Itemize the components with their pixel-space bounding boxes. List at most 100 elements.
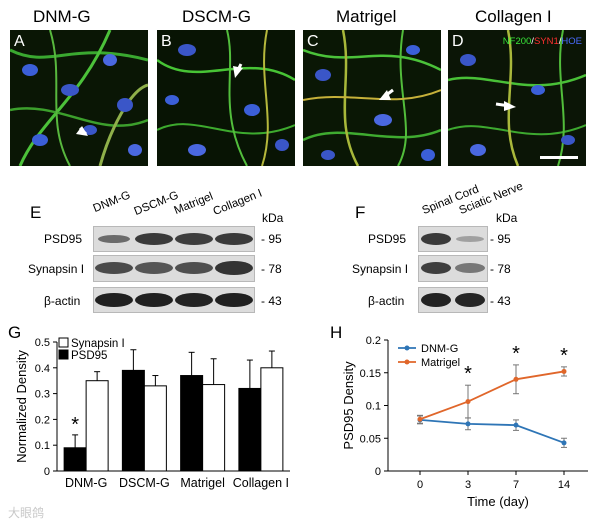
micrograph-b-image — [157, 30, 295, 166]
micrograph-d: D NF200/SYN1/HOE — [448, 30, 586, 166]
blot-e-bactin-strip — [93, 287, 255, 313]
chart-h-xtick-label: 14 — [558, 479, 570, 491]
chart-g-ytick-label: 0.3 — [35, 389, 50, 401]
chart-h-ytick-label: 0.2 — [366, 335, 381, 347]
chart-h-legend-marker — [404, 345, 410, 351]
chart-h-significance-star: * — [560, 345, 568, 367]
chart-h-legend-label: DNM-G — [421, 343, 458, 355]
panel-letter-g: G — [8, 323, 22, 342]
stain-syn1: SYN1 — [533, 36, 559, 47]
blot-f-row-synapsin: Synapsin I — [352, 262, 409, 276]
panel-letter-d: D — [452, 33, 464, 50]
blot-e-lane-2: DSCM-G — [132, 189, 181, 218]
panel-letter-e: E — [30, 203, 42, 222]
chart-g-significance-star: * — [71, 414, 79, 436]
chart-g-bar — [202, 384, 226, 472]
micrograph-title-collagen: Collagen I — [475, 7, 552, 26]
blot-f-kda-95: - 95 — [490, 232, 511, 246]
blot-f-synapsin-strip — [418, 255, 488, 282]
chart-g-xtick-label: Collagen I — [233, 476, 289, 490]
chart-g-bar — [63, 447, 87, 472]
chart-g-bar — [180, 375, 204, 472]
chart-g-legend-swatch — [58, 349, 69, 360]
chart-h-point — [513, 376, 519, 382]
chart-g-bar — [143, 385, 167, 472]
chart-g-ylabel: Normalized Density — [14, 350, 29, 463]
chart-g: 0 0.1 0.2 0.3 0.4 0.5 Normalized Density DNM-G D… — [14, 337, 290, 490]
micrograph-title-matrigel: Matrigel — [336, 7, 397, 26]
chart-g-xtick-label: Matrigel — [180, 476, 224, 490]
blot-e-synapsin-strip — [93, 255, 255, 282]
micrograph-title-dscmg: DSCM-G — [182, 7, 251, 26]
micrograph-c-image — [303, 30, 441, 166]
chart-g-legend-swatch — [58, 337, 69, 348]
chart-h: 0 0.05 0.1 0.15 0.2 0 3 7 14 Time (day) PSD95 Dens… — [341, 335, 588, 509]
chart-g-ytick-label: 0.4 — [35, 363, 50, 375]
micrograph-a-image — [10, 30, 148, 166]
blot-f-bactin-strip — [418, 287, 488, 313]
chart-h-point — [561, 440, 567, 446]
chart-h-series-line — [419, 370, 565, 421]
chart-h-legend-label: Matrigel — [421, 357, 460, 369]
chart-h-legend-marker — [404, 359, 410, 365]
blot-f-row-bactin: β-actin — [368, 294, 405, 308]
chart-h-point — [561, 368, 567, 374]
chart-g-ytick-label: 0 — [44, 466, 50, 478]
chart-h-xtick-label: 7 — [513, 479, 519, 491]
blot-e-psd95-strip — [93, 226, 255, 252]
stain-slash-2: / — [558, 36, 562, 47]
chart-g-bar — [121, 369, 145, 472]
chart-g-xtick-label: DSCM-G — [119, 476, 170, 490]
blot-e-row-psd95: PSD95 — [44, 232, 83, 246]
blot-e-row-bactin: β-actin — [44, 294, 81, 308]
chart-g-xtick-label: DNM-G — [65, 476, 107, 490]
chart-g-ytick-label: 0.5 — [35, 337, 50, 349]
stain-hoe: HOE — [561, 36, 582, 47]
chart-g-ytick-label: 0.1 — [35, 440, 50, 452]
blot-e-kda-header: kDa — [262, 211, 284, 225]
micrograph-a: A — [10, 30, 148, 166]
chart-h-ytick-label: 0 — [375, 466, 381, 478]
panel-letter-a: A — [14, 33, 25, 50]
micrograph-c: C — [303, 30, 441, 166]
panel-letter-c: C — [307, 33, 319, 50]
chart-h-ytick-label: 0.05 — [360, 433, 381, 445]
chart-g-ytick-label: 0.2 — [35, 414, 50, 426]
panel-letter-f: F — [355, 203, 366, 222]
chart-h-point — [465, 399, 471, 405]
watermark: 大眼鸽 — [8, 506, 45, 520]
micrograph-title-dnmg: DNM-G — [33, 7, 91, 26]
blot-e-lane-3: Matrigel — [172, 190, 215, 217]
chart-h-point — [513, 422, 519, 428]
chart-h-ylabel: PSD95 Density — [341, 361, 356, 450]
blot-e-kda-78: - 78 — [261, 262, 282, 276]
chart-g-bar — [238, 387, 262, 472]
chart-g-bar — [260, 367, 284, 472]
blot-e-kda-95: - 95 — [261, 232, 282, 246]
blot-e-lane-4: Collagen I — [211, 187, 265, 218]
blot-e-row-synapsin: Synapsin I — [28, 262, 85, 276]
stain-nf200: NF200 — [502, 36, 532, 47]
chart-h-ytick-label: 0.15 — [360, 368, 381, 380]
chart-h-xlabel: Time (day) — [467, 494, 529, 509]
stain-legend: NF200/SYN1/HOE — [503, 36, 582, 47]
blot-f-row-psd95: PSD95 — [368, 232, 407, 246]
chart-h-significance-star: * — [512, 343, 520, 365]
chart-g-bar — [85, 380, 109, 472]
micrograph-d-image — [448, 30, 586, 166]
micrograph-b: B — [157, 30, 295, 166]
stain-slash-1: / — [531, 36, 534, 47]
chart-h-ytick-label: 0.1 — [366, 401, 381, 413]
panel-letter-b: B — [161, 33, 172, 50]
blot-f-kda-header: kDa — [496, 211, 518, 225]
chart-h-series-line — [419, 419, 565, 444]
chart-h-xtick-label: 0 — [417, 479, 423, 491]
blot-e-kda-43: - 43 — [261, 294, 282, 308]
chart-g-legend-label: PSD95 — [71, 350, 107, 362]
blot-f-kda-78: - 78 — [490, 262, 511, 276]
blot-e-lane-1: DNM-G — [91, 189, 133, 215]
chart-h-point — [417, 416, 423, 422]
panel-letter-h: H — [330, 323, 343, 342]
chart-h-significance-star: * — [464, 363, 472, 385]
chart-h-point — [465, 421, 471, 427]
